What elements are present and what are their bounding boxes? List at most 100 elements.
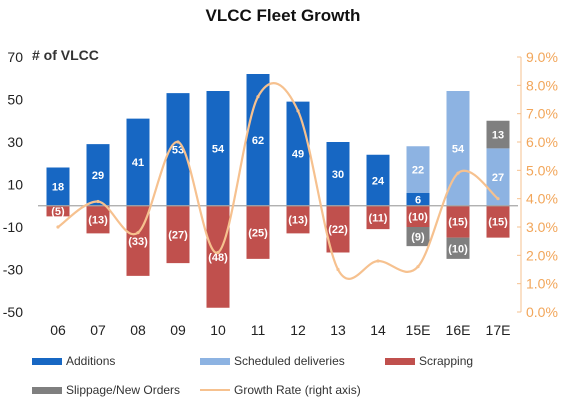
legend-label-additions: Additions <box>66 354 116 368</box>
data-label-additions: 49 <box>292 149 304 161</box>
y2-tick-label: 8.0% <box>526 77 558 93</box>
y-tick-label: 30 <box>7 134 23 150</box>
data-label-scheduled-deliveries: 54 <box>452 143 465 155</box>
data-label-additions: 54 <box>212 143 225 155</box>
data-label-scrapping: (13) <box>88 215 108 227</box>
bar-scrapping <box>86 205 110 234</box>
y-tick-label: 50 <box>7 92 23 108</box>
x-tick-label: 07 <box>90 322 106 338</box>
legend-swatch-growth-rate <box>200 389 230 391</box>
bar-scrapping <box>46 205 70 217</box>
bar-scheduled-deliveries <box>446 91 470 206</box>
legend-item-scrapping: Scrapping <box>385 354 473 368</box>
growth-rate-point <box>56 225 60 229</box>
y2-tick-label: 1.0% <box>526 276 558 292</box>
bar-slippage-new-orders <box>486 120 510 149</box>
data-label-scrapping: (11) <box>369 212 388 224</box>
bar-scrapping <box>286 205 310 234</box>
data-label-slippage-new-orders: (9) <box>411 232 425 244</box>
growth-rate-point <box>256 95 260 99</box>
bar-scrapping <box>246 205 270 259</box>
y2-tick-label: 4.0% <box>526 191 558 207</box>
bar-additions <box>366 154 390 206</box>
data-label-additions: 53 <box>172 144 184 156</box>
growth-rate-point <box>456 171 460 175</box>
x-tick-label: 15E <box>406 322 431 338</box>
bar-additions <box>406 193 430 206</box>
bar-scrapping <box>206 205 230 308</box>
y2-tick-label: 6.0% <box>526 134 558 150</box>
legend-item-scheduled-deliveries: Scheduled deliveries <box>200 354 345 368</box>
x-tick-label: 08 <box>130 322 146 338</box>
bar-scrapping <box>406 205 430 227</box>
bar-scrapping <box>446 205 470 238</box>
legend-label-slippage: Slippage/New Orders <box>66 383 181 397</box>
data-label-scrapping: (33) <box>128 236 148 248</box>
data-label-additions: 6 <box>415 194 421 206</box>
y-tick-label: 70 <box>7 49 23 65</box>
data-label-additions: 29 <box>92 170 104 182</box>
legend-item-slippage: Slippage/New Orders <box>32 383 180 397</box>
y2-tick-label: 9.0% <box>526 49 558 65</box>
bar-additions <box>246 74 270 206</box>
y2-tick-label: 5.0% <box>526 162 558 178</box>
growth-rate-point <box>376 259 380 263</box>
data-label-additions: 41 <box>132 157 144 169</box>
legend-swatch-scheduled-deliveries <box>200 357 230 365</box>
growth-rate-point <box>336 267 340 272</box>
bar-additions <box>326 142 350 206</box>
data-label-additions: 62 <box>252 135 264 147</box>
bar-slippage-new-orders <box>406 227 430 247</box>
bar-scrapping <box>166 205 190 264</box>
growth-rate-point <box>136 231 140 235</box>
chart-title: VLCC Fleet Growth <box>205 6 361 25</box>
x-tick-label: 09 <box>170 322 186 338</box>
bar-scrapping <box>486 205 510 238</box>
legend-label-scrapping: Scrapping <box>419 354 474 368</box>
x-tick-label: 14 <box>370 322 386 338</box>
data-label-additions: 18 <box>52 182 64 194</box>
data-label-scrapping: (27) <box>168 229 188 241</box>
data-label-additions: 24 <box>372 175 385 187</box>
bar-slippage-new-orders <box>446 237 470 259</box>
growth-rate-point <box>96 199 100 204</box>
growth-rate-point <box>176 140 180 144</box>
legend-label-growth-rate: Growth Rate (right axis) <box>234 383 361 397</box>
legend-label-scheduled-deliveries: Scheduled deliveries <box>234 354 345 368</box>
data-label-scrapping: (13) <box>288 215 308 227</box>
y-tick-label: -30 <box>3 262 23 278</box>
growth-rate-point <box>296 109 300 113</box>
data-label-scrapping: (22) <box>328 224 348 236</box>
y-tick-label: -50 <box>3 304 23 320</box>
growth-rate-point <box>216 250 220 255</box>
data-label-additions: 30 <box>332 169 344 181</box>
y-tick-label: -10 <box>3 219 23 235</box>
y2-tick-label: 3.0% <box>526 219 558 235</box>
data-label-slippage-new-orders: 13 <box>492 130 504 142</box>
x-tick-label: 16E <box>446 322 471 338</box>
data-label-scheduled-deliveries: 27 <box>492 172 504 184</box>
data-label-scheduled-deliveries: 22 <box>412 165 424 177</box>
data-label-scrapping: (15) <box>448 217 468 229</box>
bar-scrapping <box>366 205 390 230</box>
bar-scrapping <box>326 205 350 253</box>
y2-tick-label: 2.0% <box>526 247 558 263</box>
data-label-scrapping: (15) <box>488 217 508 229</box>
growth-rate-point <box>496 197 500 201</box>
y2-tick-label: 0.0% <box>526 304 558 320</box>
y-axis-title: # of VLCC <box>32 47 99 63</box>
x-tick-label: 17E <box>486 322 511 338</box>
growth-rate-line <box>57 82 499 280</box>
x-tick-label: 06 <box>50 322 66 338</box>
x-tick-label: 13 <box>330 322 346 338</box>
growth-rate-point <box>416 265 420 269</box>
bar-additions <box>166 93 190 206</box>
data-label-scrapping: (10) <box>408 211 428 223</box>
bar-additions <box>46 167 70 206</box>
legend-swatch-additions <box>32 357 62 365</box>
legend-swatch-scrapping <box>385 357 415 365</box>
data-label-scrapping: (25) <box>248 227 268 239</box>
legend-swatch-slippage <box>32 386 62 394</box>
legend-item-growth-rate: Growth Rate (right axis) <box>200 383 361 397</box>
